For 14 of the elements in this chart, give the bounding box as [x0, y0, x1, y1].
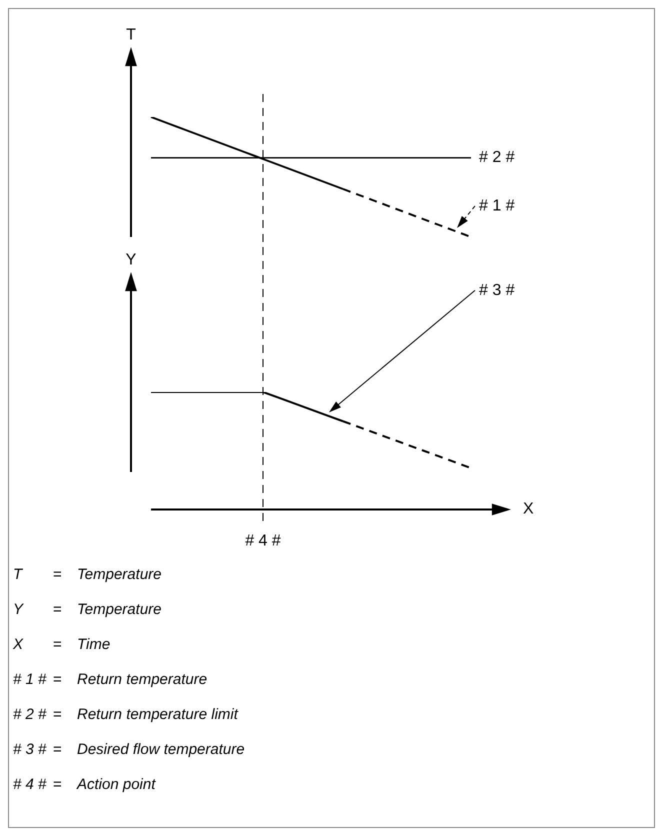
text: # 4 # — [245, 532, 281, 550]
y-axis-title: T — [126, 26, 136, 44]
text: # 2 # = Return temperature limit — [13, 706, 238, 723]
text: T = Temperature — [13, 566, 162, 583]
legend-label: # 1 # — [479, 197, 515, 214]
text: # 3 # — [479, 282, 515, 299]
text: X = Time — [13, 636, 110, 653]
text: Y = Temperature — [13, 601, 162, 618]
text: # 4 # = Action point — [13, 776, 156, 793]
x-axis-title: X — [523, 500, 534, 518]
text: # 3 # = Desired flow temperature — [13, 741, 245, 758]
text: # 1 # = Return temperature — [13, 671, 208, 688]
series-label: # 2 # — [479, 149, 515, 166]
y-axis-title: Y — [126, 251, 137, 268]
